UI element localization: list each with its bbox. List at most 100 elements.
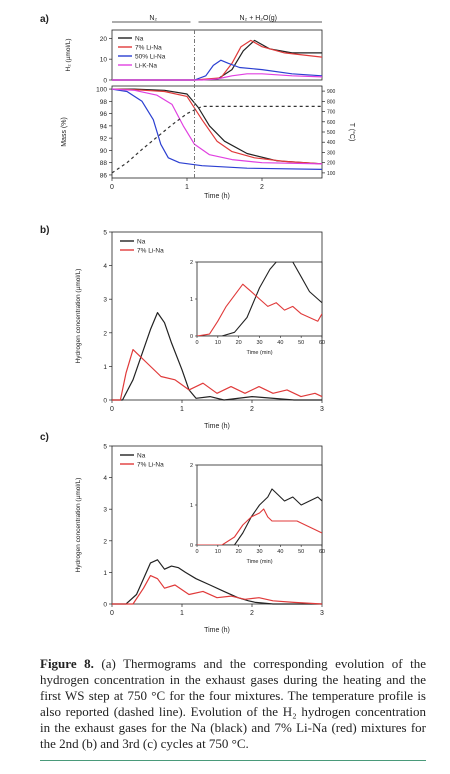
caption-text: (a) Thermograms and the corresponding ev…	[40, 656, 427, 751]
panel-c-ylabel: Hydrogen concentration (µmol/L)	[75, 478, 82, 573]
panel-b-inset-xlabel: Time (min)	[246, 350, 272, 356]
panel-a-bottom-ytick-label: 94	[100, 123, 108, 130]
panel-a-right-ylabel: T (°C)	[348, 123, 356, 142]
panel-b-xtick-label: 0	[110, 406, 114, 413]
panel-a-top-ytick-label: 20	[100, 36, 108, 43]
panel-c-xtick-label: 3	[320, 610, 324, 617]
panel-b-inset-xtick-label: 40	[277, 340, 283, 346]
figure-caption: Figure 8. (a) Thermograms and the corres…	[40, 656, 426, 752]
panel-c-inset-ytick-label: 0	[190, 543, 193, 549]
panel-c-inset-xtick-label: 60	[319, 549, 325, 555]
panel-a-legend-label-7-li-na: 7% Li-Na	[135, 45, 162, 52]
panel-c-series-na	[112, 559, 322, 605]
panel-b-inset-xtick-label: 50	[298, 340, 304, 346]
panel-a-bottom-series-7-li-na	[111, 88, 323, 165]
panel-a-xlabel: Time (h)	[204, 193, 230, 200]
panel-b-ytick-label: 1	[103, 364, 107, 371]
panel-b-inset-series-7-li-na	[197, 283, 322, 336]
panel-c-ytick-label: 0	[103, 602, 107, 609]
panel-c-inset-xtick-label: 10	[215, 549, 221, 555]
panel-a-bottom-ytick-label: 90	[100, 148, 108, 155]
panel-a-xtick-label: 2	[260, 184, 264, 191]
panel-c-xtick-label: 1	[180, 610, 184, 617]
panel-c-inset-xtick-label: 20	[236, 549, 242, 555]
panel-a-bottom-ytick-label: 96	[100, 111, 108, 118]
panel-b-series-na	[112, 312, 322, 401]
panel-a-right-ytick-label: 400	[327, 140, 336, 146]
panel-a-right-ytick-label: 900	[327, 89, 336, 95]
panel-a-right-ytick-label: 200	[327, 161, 336, 167]
panel-a-top-ylabel: H₂ (µmol/L)	[65, 39, 72, 72]
panel-c-inset-xlabel: Time (min)	[246, 559, 272, 565]
panel-a-bottom-ylabel: Mass (%)	[61, 117, 68, 147]
panel-c-xtick-label: 0	[110, 610, 114, 617]
panel-a-top-ytick-label: 10	[100, 57, 108, 64]
panel-b-inset-plot	[197, 262, 322, 336]
panel-c-inset-xtick-label: 40	[277, 549, 283, 555]
panel-label-a: a)	[40, 14, 49, 25]
panel-b-inset-xtick-label: 10	[215, 340, 221, 346]
panel-c-legend-label-7-li-na: 7% Li-Na	[137, 462, 164, 469]
panel-b-inset-ytick-label: 2	[190, 260, 193, 266]
panel-b-legend-label-7-li-na: 7% Li-Na	[137, 248, 164, 255]
panel-c-inset-xtick-label: 0	[195, 549, 198, 555]
panel-a-right-ytick-label: 600	[327, 120, 336, 126]
panel-c-ytick-label: 2	[103, 538, 107, 545]
panel-a-bottom-series-t	[111, 105, 322, 174]
panel-a-legend-label-na: Na	[135, 36, 144, 43]
panel-b-inset-ytick-label: 1	[190, 297, 193, 303]
panel-c-xtick-label: 2	[250, 610, 254, 617]
panel-a-top-series-li-k-na	[112, 73, 323, 81]
panel-c-ytick-label: 3	[103, 507, 107, 514]
panel-a-bottom-ytick-label: 98	[100, 99, 108, 106]
panel-b-inset-xtick-label: 60	[319, 340, 325, 346]
panel-b-inset-xtick-label: 30	[256, 340, 262, 346]
panel-b-inset-series-na	[197, 262, 322, 336]
panel-b-xtick-label: 2	[250, 406, 254, 413]
panel-c-ytick-label: 1	[103, 570, 107, 577]
panel-a-bottom-frame	[111, 85, 323, 179]
panel-b-ytick-label: 3	[103, 297, 107, 304]
panel-b-ytick-label: 0	[103, 398, 107, 405]
panel-a-bottom-series-50-li-na	[111, 88, 323, 170]
panel-a-xtick-label: 0	[110, 184, 114, 191]
panel-c-legend-label-na: Na	[137, 453, 146, 460]
figure-label: Figure 8.	[40, 656, 94, 671]
panel-a-top-series-50-li-na	[112, 59, 323, 81]
panel-b-inset-xtick-label: 0	[195, 340, 198, 346]
panel-a-right-ytick-label: 700	[327, 110, 336, 116]
panel-a-right-ytick-label: 100	[327, 171, 336, 177]
panel-c-inset-plot	[197, 488, 322, 545]
panel-label-c: c)	[40, 432, 49, 443]
panel-b-ytick-label: 4	[103, 263, 107, 270]
panel-c-inset-xtick-label: 50	[298, 549, 304, 555]
panel-b-ytick-label: 2	[103, 330, 107, 337]
panel-c-xlabel: Time (h)	[204, 627, 230, 634]
panel-c-inset-ytick-label: 2	[190, 463, 193, 469]
panel-b-xtick-label: 1	[180, 406, 184, 413]
panel-a-top-series-7-li-na	[112, 39, 323, 81]
panel-b-series-7-li-na	[112, 349, 323, 401]
panel-b-inset-xtick-label: 20	[236, 340, 242, 346]
panel-a-bottom-series-li-k-na	[111, 88, 323, 165]
panel-a-top-ytick-label: 0	[103, 78, 107, 85]
panel-c-ytick-label: 4	[103, 475, 107, 482]
panel-label-b: b)	[40, 225, 49, 236]
panel-b-xlabel: Time (h)	[204, 423, 230, 430]
panel-b-legend-label-na: Na	[137, 239, 146, 246]
panel-a-bottom-ytick-label: 92	[100, 136, 108, 143]
panel-a-bottom-ytick-label: 100	[96, 87, 107, 94]
panel-a-right-ytick-label: 500	[327, 130, 336, 136]
panel-a-bottom-ytick-label: 88	[100, 160, 108, 167]
phase-label-n2: N₂	[149, 15, 157, 22]
panel-a-legend-label-li-k-na: Li-K-Na	[135, 63, 157, 70]
panel-c-ytick-label: 5	[103, 444, 107, 451]
panel-c-inset-ytick-label: 1	[190, 503, 193, 509]
panel-a-right-ytick-label: 300	[327, 150, 336, 156]
panel-c-inset-xtick-label: 30	[256, 549, 262, 555]
panel-c-inset-series-na	[197, 488, 322, 545]
phase-label-n2-h2o: N₂ + H₂O(g)	[239, 15, 277, 22]
panel-b-ylabel: Hydrogen concentration (µmol/L)	[75, 269, 82, 364]
panel-b-inset-ytick-label: 0	[190, 334, 193, 340]
